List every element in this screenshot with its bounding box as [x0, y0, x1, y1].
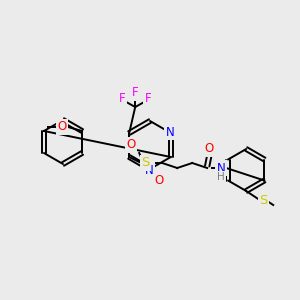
Text: O: O — [57, 121, 67, 134]
Text: O: O — [154, 175, 164, 188]
Text: F: F — [132, 86, 139, 100]
Text: H: H — [217, 172, 225, 182]
Text: F: F — [119, 92, 125, 104]
Text: N: N — [217, 161, 226, 175]
Text: S: S — [141, 157, 149, 169]
Text: O: O — [127, 139, 136, 152]
Text: S: S — [259, 194, 267, 206]
Text: F: F — [145, 92, 152, 104]
Text: N: N — [165, 125, 174, 139]
Text: O: O — [205, 142, 214, 155]
Text: N: N — [145, 164, 153, 176]
